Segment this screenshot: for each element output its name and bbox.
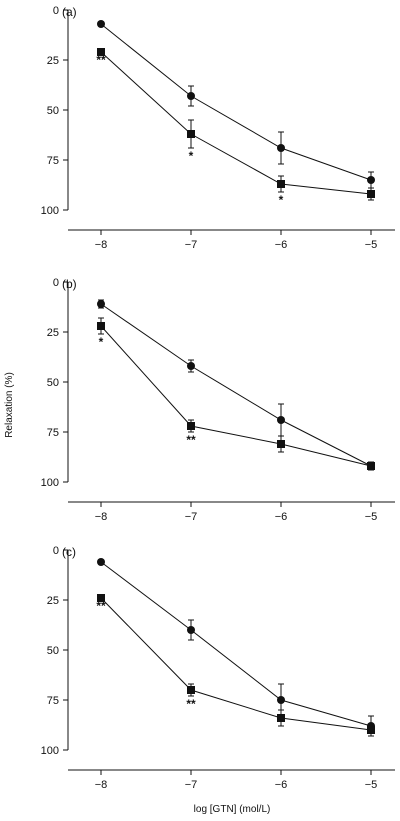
square-series-line xyxy=(100,51,372,195)
square-point xyxy=(277,714,285,722)
circle-point xyxy=(97,20,105,28)
square-point xyxy=(97,48,105,56)
x-tick-label: −7 xyxy=(185,511,198,523)
y-tick-label: 25 xyxy=(47,55,59,67)
square-point xyxy=(367,190,375,198)
square-point xyxy=(97,322,105,330)
square-point xyxy=(277,440,285,448)
square-point xyxy=(367,726,375,734)
x-tick-label: −5 xyxy=(365,239,378,251)
circle-series-line xyxy=(100,23,372,181)
square-point xyxy=(187,686,195,694)
x-tick-label: −8 xyxy=(95,239,108,251)
y-tick-label: 50 xyxy=(47,377,59,389)
x-tick-label: −5 xyxy=(365,511,378,523)
y-tick-label: 75 xyxy=(47,695,59,707)
y-tick-label: 75 xyxy=(47,155,59,167)
square-point xyxy=(277,180,285,188)
significance-marker: ** xyxy=(186,433,196,447)
x-tick-label: −6 xyxy=(275,239,288,251)
y-tick-label: 0 xyxy=(53,5,59,17)
x-tick-label: −8 xyxy=(95,779,108,791)
y-tick-label: 100 xyxy=(41,477,59,489)
y-axis-label: Relaxation (%) xyxy=(4,372,15,438)
square-point xyxy=(187,422,195,430)
panel-label: (b) xyxy=(62,277,77,291)
significance-marker: ** xyxy=(96,53,106,67)
panel-label: (a) xyxy=(62,5,77,19)
x-tick-label: −6 xyxy=(275,511,288,523)
x-tick-label: −7 xyxy=(185,239,198,251)
circle-point xyxy=(97,300,105,308)
x-tick-label: −5 xyxy=(365,779,378,791)
y-tick-label: 25 xyxy=(47,595,59,607)
square-series-line xyxy=(100,597,372,731)
circle-point xyxy=(187,626,195,634)
circle-point xyxy=(277,416,285,424)
significance-marker: * xyxy=(189,149,194,163)
significance-marker: * xyxy=(99,335,104,349)
x-tick-label: −8 xyxy=(95,511,108,523)
x-axis-label: log [GTN] (mol/L) xyxy=(194,804,271,815)
panel-3: (c)0 25 50 75 100 −8 −7 −6 −5 ** ** xyxy=(41,545,395,791)
square-series-line xyxy=(100,325,372,467)
square-point xyxy=(367,462,375,470)
panel-label: (c) xyxy=(62,545,76,559)
circle-point xyxy=(97,558,105,566)
x-tick-label: −6 xyxy=(275,779,288,791)
circle-point xyxy=(187,362,195,370)
circle-series-line xyxy=(100,303,372,467)
circle-series-line xyxy=(100,561,372,727)
y-tick-label: 25 xyxy=(47,327,59,339)
y-tick-label: 0 xyxy=(53,277,59,289)
y-tick-label: 0 xyxy=(53,545,59,557)
significance-marker: ** xyxy=(96,599,106,613)
circle-point xyxy=(367,176,375,184)
y-tick-label: 100 xyxy=(41,205,59,217)
circle-point xyxy=(277,696,285,704)
y-tick-label: 50 xyxy=(47,105,59,117)
significance-marker: ** xyxy=(186,697,196,711)
y-tick-label: 50 xyxy=(47,645,59,657)
y-tick-label: 100 xyxy=(41,745,59,757)
square-point xyxy=(97,594,105,602)
y-tick-label: 75 xyxy=(47,427,59,439)
significance-marker: * xyxy=(279,193,284,207)
square-point xyxy=(187,130,195,138)
circle-point xyxy=(187,92,195,100)
x-tick-label: −7 xyxy=(185,779,198,791)
circle-point xyxy=(277,144,285,152)
